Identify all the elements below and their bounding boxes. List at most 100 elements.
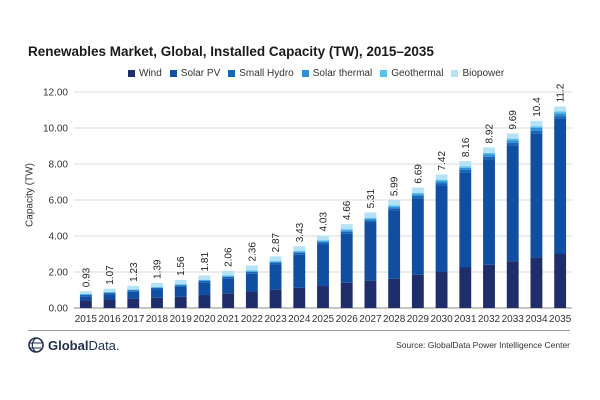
bar-segment-solar-thermal — [198, 280, 211, 281]
total-label: 6.69 — [413, 164, 424, 184]
bar-segment-small-hydro — [459, 169, 472, 173]
bar-segment-biopower — [388, 200, 401, 206]
total-label: 4.03 — [319, 212, 330, 232]
total-label: 1.39 — [153, 259, 164, 279]
bar-segment-geothermal — [340, 229, 353, 231]
bar-segment-biopower — [483, 147, 495, 153]
bar-segment-solar-pv — [364, 222, 377, 281]
bar-segment-biopower — [459, 161, 472, 167]
total-label: 11.2 — [556, 83, 567, 102]
bar-segment-solar-thermal — [245, 271, 258, 272]
y-tick-label: 12.00 — [43, 88, 68, 99]
total-label: 8.92 — [485, 124, 496, 144]
x-tick-label: 2017 — [122, 314, 145, 325]
bar-segment-small-hydro — [340, 231, 353, 234]
source-note: Source: GlobalData Power Intelligence Ce… — [396, 340, 570, 350]
x-tick-label: 2020 — [193, 314, 216, 325]
bar-segment-wind — [245, 291, 258, 308]
legend-swatch — [380, 70, 388, 77]
bar-segment-wind — [222, 293, 235, 308]
bar-segment-biopower — [293, 246, 306, 251]
bar-segment-small-hydro — [127, 290, 140, 292]
bar-segment-biopower — [506, 133, 519, 139]
bar-segment-geothermal — [388, 205, 401, 207]
legend-item-solar-thermal: Solar thermal — [301, 68, 372, 79]
bar-segment-solar-pv — [317, 244, 329, 287]
bar-segment-wind — [411, 274, 424, 308]
bar-segment-geothermal — [79, 293, 92, 295]
bar-segment-wind — [530, 257, 543, 308]
legend-item-solar-pv: Solar PV — [169, 68, 220, 79]
bar-segment-biopower — [79, 291, 92, 294]
bar-segment-wind — [151, 297, 163, 308]
bar-segment-solar-thermal — [151, 287, 163, 288]
y-tick-label: 2.00 — [49, 268, 69, 279]
legend-item-small-hydro: Small Hydro — [228, 68, 294, 79]
chart-title: Renewables Market, Global, Installed Cap… — [28, 44, 434, 59]
y-tick-label: 0.00 — [49, 304, 69, 315]
x-tick-label: 2028 — [383, 314, 406, 325]
legend-item-biopower: Biopower — [451, 68, 504, 79]
bar-segment-wind — [459, 267, 472, 308]
bar-segment-small-hydro — [103, 292, 116, 295]
bar-segment-geothermal — [483, 152, 495, 155]
bar-segment-geothermal — [364, 217, 377, 219]
bar-segment-solar-pv — [483, 159, 495, 265]
bar-segment-wind — [269, 289, 282, 308]
bar-segment-biopower — [435, 174, 448, 180]
bar-segment-wind — [317, 286, 329, 308]
bar-segment-small-hydro — [554, 116, 567, 119]
total-label: 10.4 — [532, 97, 543, 117]
total-label: 8.16 — [461, 137, 472, 157]
bar-segment-small-hydro — [364, 220, 377, 223]
bar-segment-geothermal — [174, 284, 187, 285]
total-label: 9.69 — [508, 110, 519, 130]
bar-segment-wind — [483, 264, 495, 308]
bar-segment-small-hydro — [530, 130, 543, 134]
legend-item-wind: Wind — [128, 68, 162, 79]
bar-segment-small-hydro — [317, 242, 329, 245]
x-tick-label: 2033 — [502, 314, 525, 325]
bar-segment-wind — [506, 261, 519, 308]
x-tick-label: 2031 — [454, 314, 477, 325]
total-label: 1.81 — [200, 252, 211, 272]
total-label: 5.31 — [366, 189, 377, 209]
bar-segment-small-hydro — [506, 142, 519, 146]
x-tick-label: 2015 — [75, 314, 98, 325]
y-tick-label: 10.00 — [43, 124, 68, 135]
legend-swatch — [451, 70, 459, 77]
bar-segment-geothermal — [151, 286, 163, 288]
bar-segment-wind — [127, 298, 140, 308]
y-tick-label: 4.00 — [49, 232, 69, 243]
bar-segment-wind — [293, 287, 306, 308]
bar-segment-biopower — [411, 187, 424, 193]
bar-segment-geothermal — [411, 192, 424, 195]
bar-segment-biopower — [340, 224, 353, 230]
bar-segment-small-hydro — [435, 183, 448, 186]
bar-segment-biopower — [530, 120, 543, 127]
total-label: 2.87 — [271, 232, 282, 252]
bar-segment-solar-pv — [222, 278, 235, 294]
logo-text: GlobalData. — [48, 337, 120, 353]
bar-segment-small-hydro — [293, 252, 306, 255]
bar-segment-solar-thermal — [388, 206, 401, 209]
x-tick-label: 2018 — [146, 314, 169, 325]
x-tick-label: 2025 — [312, 314, 335, 325]
bar-segment-solar-thermal — [222, 276, 235, 277]
bar-segment-wind — [554, 254, 567, 308]
x-tick-label: 2023 — [264, 314, 287, 325]
bar-segment-geothermal — [269, 260, 282, 262]
x-tick-label: 2021 — [217, 314, 240, 325]
bar-segment-small-hydro — [79, 294, 92, 297]
bar-segment-geothermal — [245, 270, 258, 272]
bar-segment-solar-pv — [79, 296, 92, 301]
bar-segment-wind — [79, 300, 92, 308]
globaldata-logo: GlobalData. — [28, 337, 120, 353]
bar-segment-solar-pv — [174, 286, 187, 297]
bar-segment-solar-thermal — [459, 167, 472, 170]
x-tick-label: 2027 — [359, 314, 382, 325]
x-tick-label: 2024 — [288, 314, 311, 325]
bar-segment-geothermal — [459, 166, 472, 168]
bar-segment-solar-thermal — [364, 218, 377, 221]
